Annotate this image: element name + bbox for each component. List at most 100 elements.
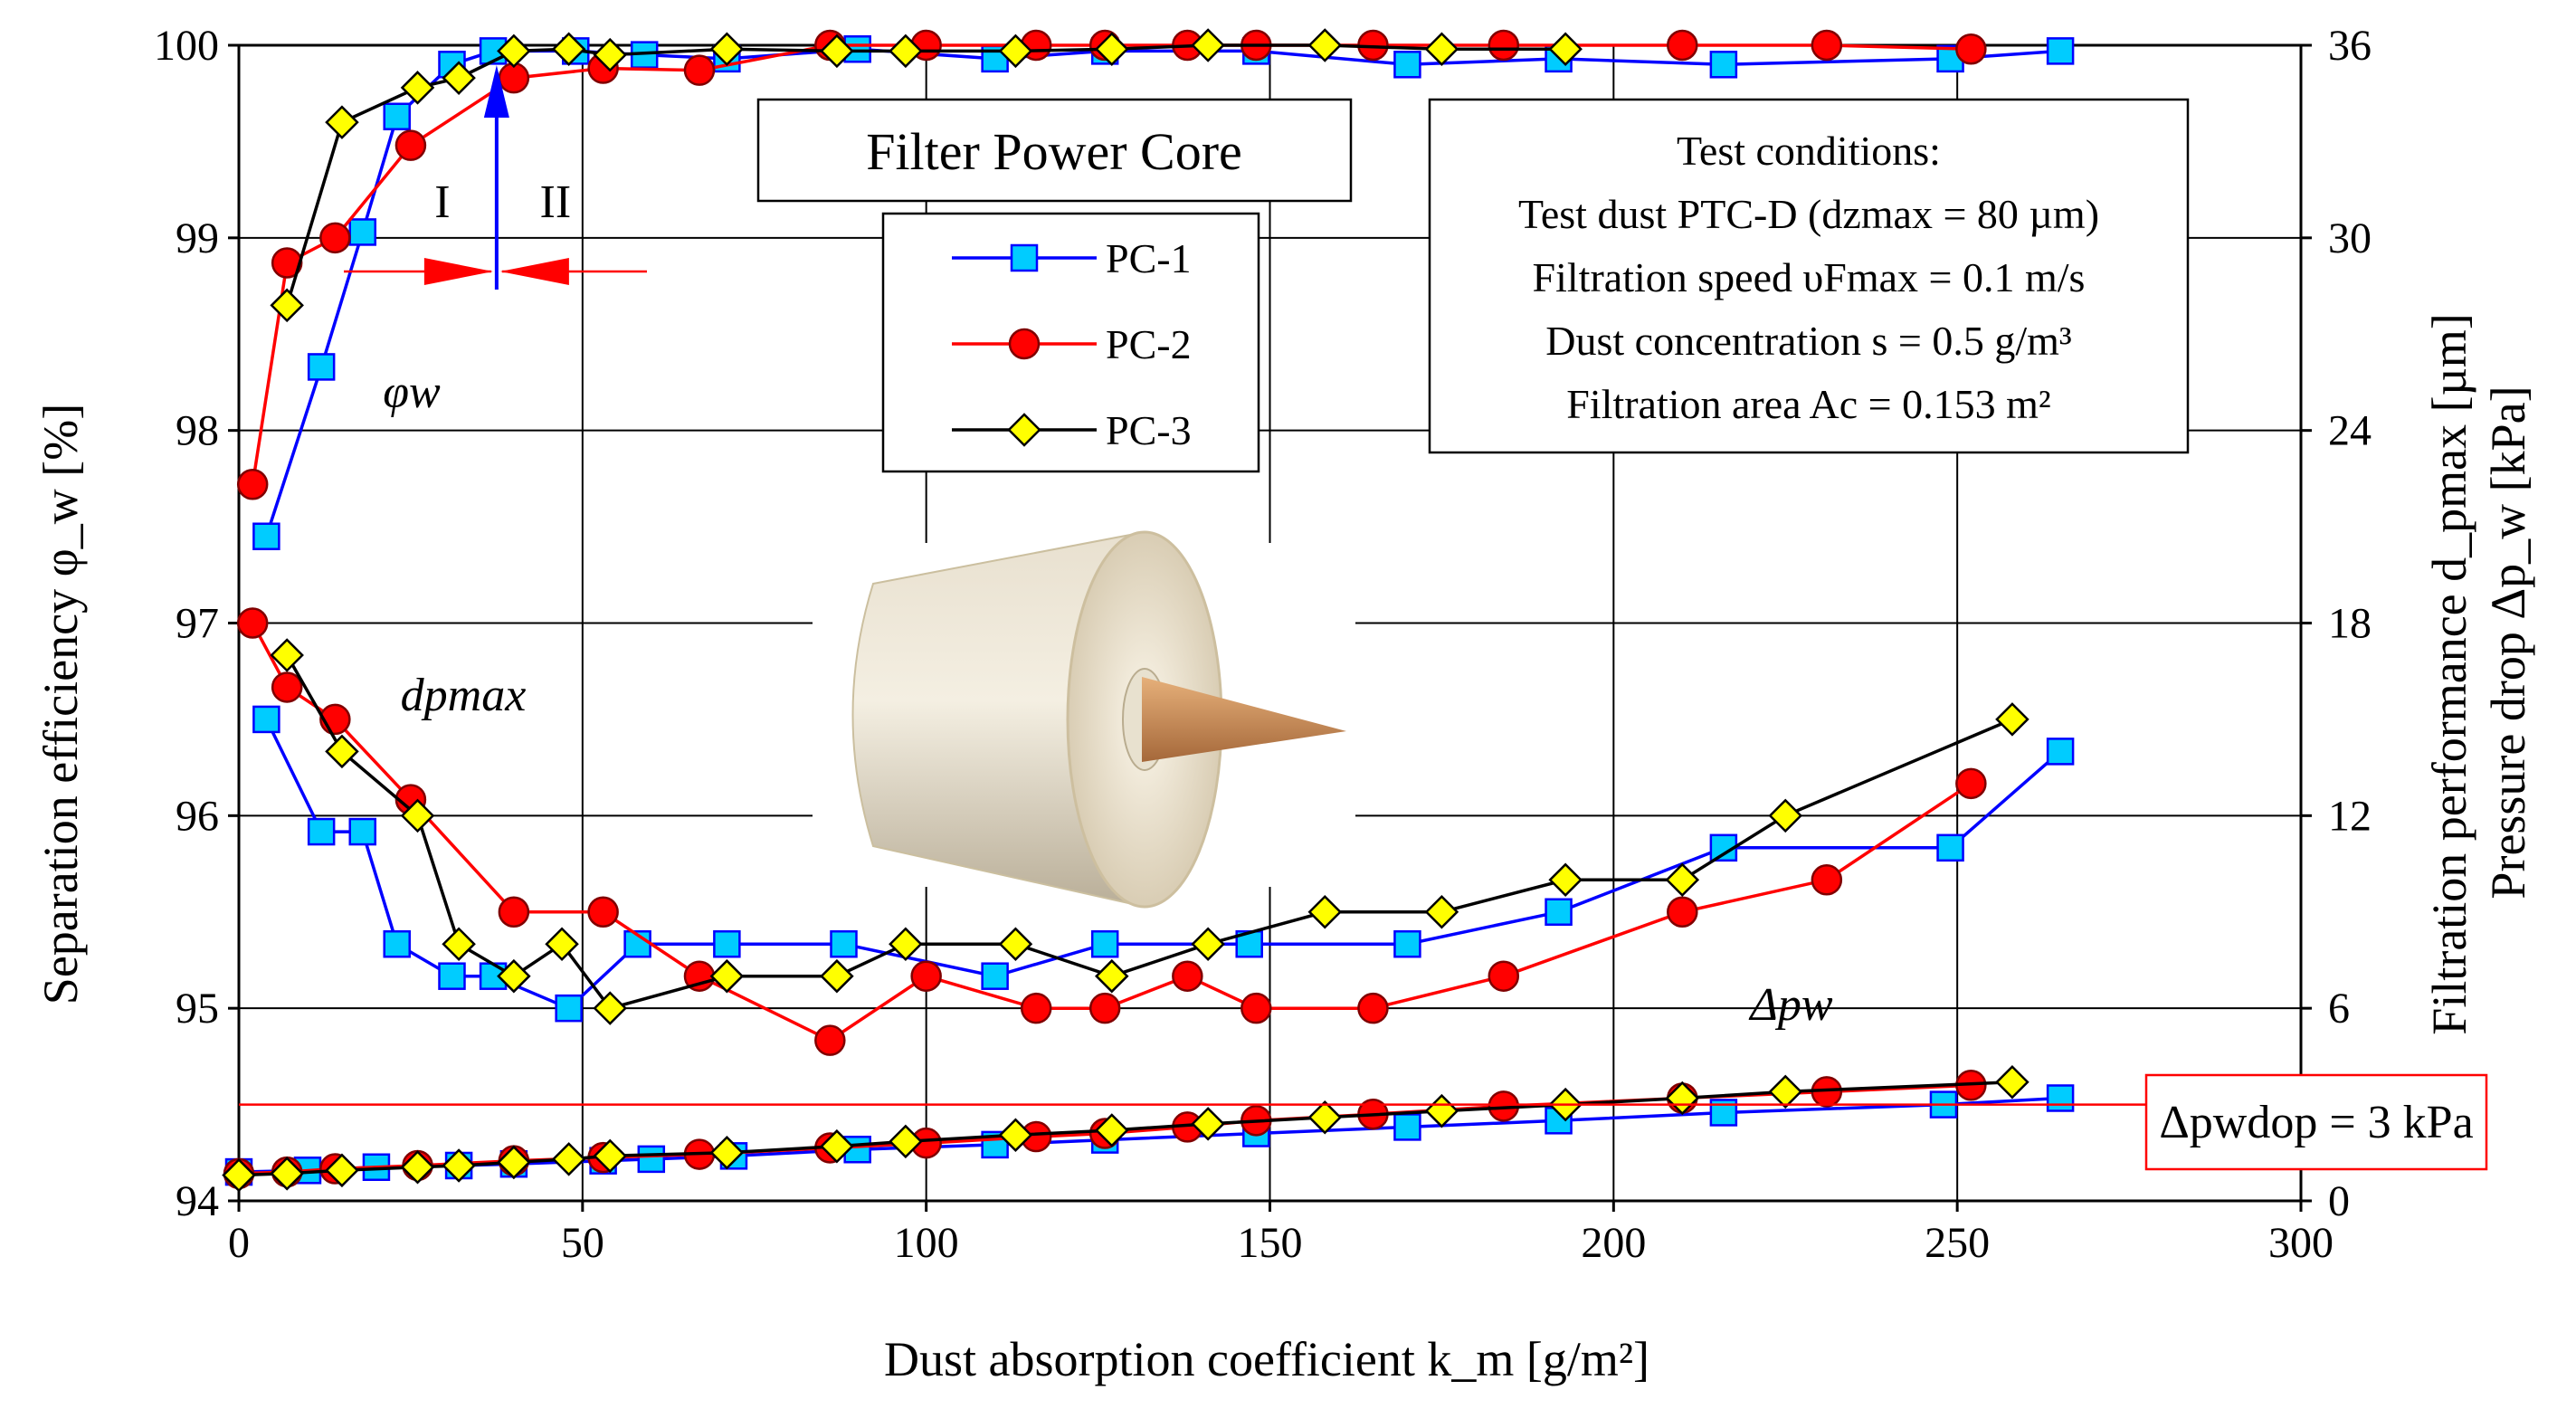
pc-3-dpmax-point-13	[1307, 894, 1343, 929]
pc-1-dpmax-point-0	[252, 705, 280, 734]
pressure-limit-frame	[2144, 1073, 2488, 1171]
pc-3-dpmax-point-12	[1191, 927, 1225, 961]
pc-2-dpmax-line	[251, 622, 1972, 1042]
pc-3-pressure-point-3	[400, 1149, 435, 1185]
pc-3-dpmax-point-0	[270, 638, 304, 672]
series-pc-3	[222, 28, 2029, 1193]
pc-1-pressure-point-16	[2046, 1084, 2075, 1112]
pc-1-dpmax-line	[264, 719, 2062, 1011]
title-box-frame	[756, 98, 1353, 203]
y-right-tick-label-5: 30	[2328, 214, 2372, 262]
pc-2-dpmax-point-5	[587, 896, 619, 928]
conditions-box: Test conditions: Test dust PTC-D (dzmax …	[1428, 98, 2190, 454]
pc-3-efficiency-line	[285, 43, 1566, 306]
y-right-tick-label-1: 6	[2328, 985, 2350, 1033]
y-left-tick-label-3: 97	[176, 600, 219, 648]
conditions-heading: Test conditions:	[1677, 128, 1941, 174]
pc-3-dpmax-point-8	[820, 958, 854, 994]
pc-1-pressure-point-6	[637, 1145, 666, 1174]
region-1-label: I	[434, 176, 450, 228]
conditions-line-1: Test dust PTC-D (dzmax = 80 µm)	[1518, 191, 2099, 237]
pc-1-pressure-point-12	[1393, 1113, 1421, 1141]
pc-3-pressure-point-8	[709, 1136, 745, 1170]
pc-2-dpmax-point-10	[1088, 992, 1121, 1024]
pc-3-dpmax-point-17	[1768, 798, 1803, 833]
pc-2-efficiency-point-15	[1667, 29, 1698, 62]
pc-3-efficiency-point-1	[325, 105, 359, 139]
pc-1-dpmax-point-16	[1936, 833, 1964, 862]
y-right-tick-label-0: 0	[2328, 1177, 2350, 1225]
pc-3-pressure-point-6	[551, 1142, 586, 1176]
x-axis-title: Dust absorption coefficient k_m [g/m²]	[884, 1332, 1649, 1386]
y-axis-right-title-2: Pressure drop Δp_w [kPa]	[2481, 386, 2535, 899]
pc-2-efficiency-point-16	[1811, 29, 1843, 62]
y-axis-right-title-1: Filtration performance d_pmax [µm]	[2422, 313, 2476, 1034]
pc-3-dpmax-point-2	[400, 798, 435, 833]
y-left-tick-label-5: 99	[176, 214, 219, 262]
pc-1-dpmax-point-1	[307, 817, 336, 846]
pc-3-pressure-point-11	[998, 1118, 1033, 1153]
pc-1-dpmax-point-10	[981, 962, 1009, 990]
pc-2-dpmax-point-1	[271, 671, 303, 703]
pc-2-efficiency-line	[251, 43, 1972, 485]
pc-2-efficiency-point-3	[394, 129, 427, 161]
legend-label-pc-3: PC-3	[1106, 407, 1192, 453]
pc-3-pressure-point-4	[442, 1148, 476, 1183]
pc-2-efficiency-point-2	[319, 222, 351, 254]
x-tick-label-5: 250	[1925, 1219, 1990, 1267]
pc-1-dpmax-point-8	[713, 929, 741, 958]
pc-3-efficiency-point-5	[551, 32, 586, 67]
pc-1-dpmax-point-11	[1090, 929, 1119, 958]
pc-1-efficiency-point-3	[383, 102, 411, 130]
pc-3-pressure-point-7	[593, 1138, 627, 1174]
pc-2-dpmax-point-17	[1955, 767, 1987, 800]
efficiency-label: φw	[383, 367, 441, 418]
pc-2-dpmax-point-8	[910, 960, 942, 992]
legend-marker-pc-2	[1008, 328, 1041, 360]
pc-1-efficiency-point-0	[252, 522, 280, 550]
pc-1-efficiency-point-17	[2046, 37, 2075, 65]
y-right-tick-label-4: 24	[2328, 407, 2372, 455]
pc-3-dpmax-point-3	[442, 927, 476, 961]
conditions-frame	[1428, 98, 2190, 454]
legend-marker-pc-1	[1010, 243, 1039, 272]
pc-3-pressure-point-1	[270, 1157, 304, 1191]
pc-3-pressure-point-19	[1995, 1064, 2029, 1100]
pc-3-pressure-point-10	[889, 1124, 923, 1159]
pc-3-dpmax-point-11	[1095, 958, 1129, 994]
pc-3-efficiency-point-3	[442, 61, 476, 95]
pc-1-efficiency-point-15	[1709, 51, 1738, 79]
pc-2-dpmax-point-13	[1357, 992, 1389, 1024]
title-box-text: Filter Power Core	[866, 122, 1242, 181]
axis-titles: Dust absorption coefficient k_m [g/m²] S…	[33, 313, 2535, 1386]
pc-3-efficiency-point-12	[1191, 28, 1225, 62]
pc-3-dpmax-point-9	[889, 927, 923, 961]
region-arrowhead-right	[499, 258, 569, 285]
pc-1-efficiency-point-13	[1393, 51, 1421, 79]
pc-1-dpmax-point-6	[555, 994, 583, 1023]
cylinder-body	[851, 530, 1145, 909]
y-left-tick-label-4: 98	[176, 407, 219, 455]
pc-3-dpmax-point-14	[1424, 894, 1459, 929]
pc-2-dpmax-point-11	[1172, 960, 1203, 992]
conditions-line-2: Filtration speed υFmax = 0.1 m/s	[1533, 254, 2086, 300]
pc-3-pressure-point-15	[1424, 1093, 1459, 1128]
pc-3-efficiency-point-10	[998, 33, 1033, 69]
pc-3-dpmax-point-4	[497, 958, 531, 994]
x-tick-label-3: 150	[1238, 1219, 1303, 1267]
pc-1-dpmax-point-14	[1545, 898, 1573, 926]
pc-3-pressure-point-12	[1095, 1113, 1129, 1147]
pc-1-dpmax-point-9	[830, 929, 858, 958]
legend-marker-pc-3	[1007, 413, 1041, 447]
region-boundary-arrowhead	[483, 65, 509, 118]
y-right-tick-label-3: 18	[2328, 600, 2372, 648]
pc-2-dpmax-point-14	[1488, 960, 1520, 992]
pc-1-dpmax-point-3	[383, 929, 411, 958]
pc-2-dpmax-point-4	[498, 896, 530, 928]
pc-3-dpmax-point-18	[1995, 702, 2029, 737]
legend: PC-1 PC-2 PC-3	[881, 212, 1260, 473]
region-2-label: II	[540, 176, 572, 228]
cone	[1142, 677, 1346, 762]
pressure-limit-box: Δpwdop = 3 kPa	[2144, 1073, 2488, 1171]
